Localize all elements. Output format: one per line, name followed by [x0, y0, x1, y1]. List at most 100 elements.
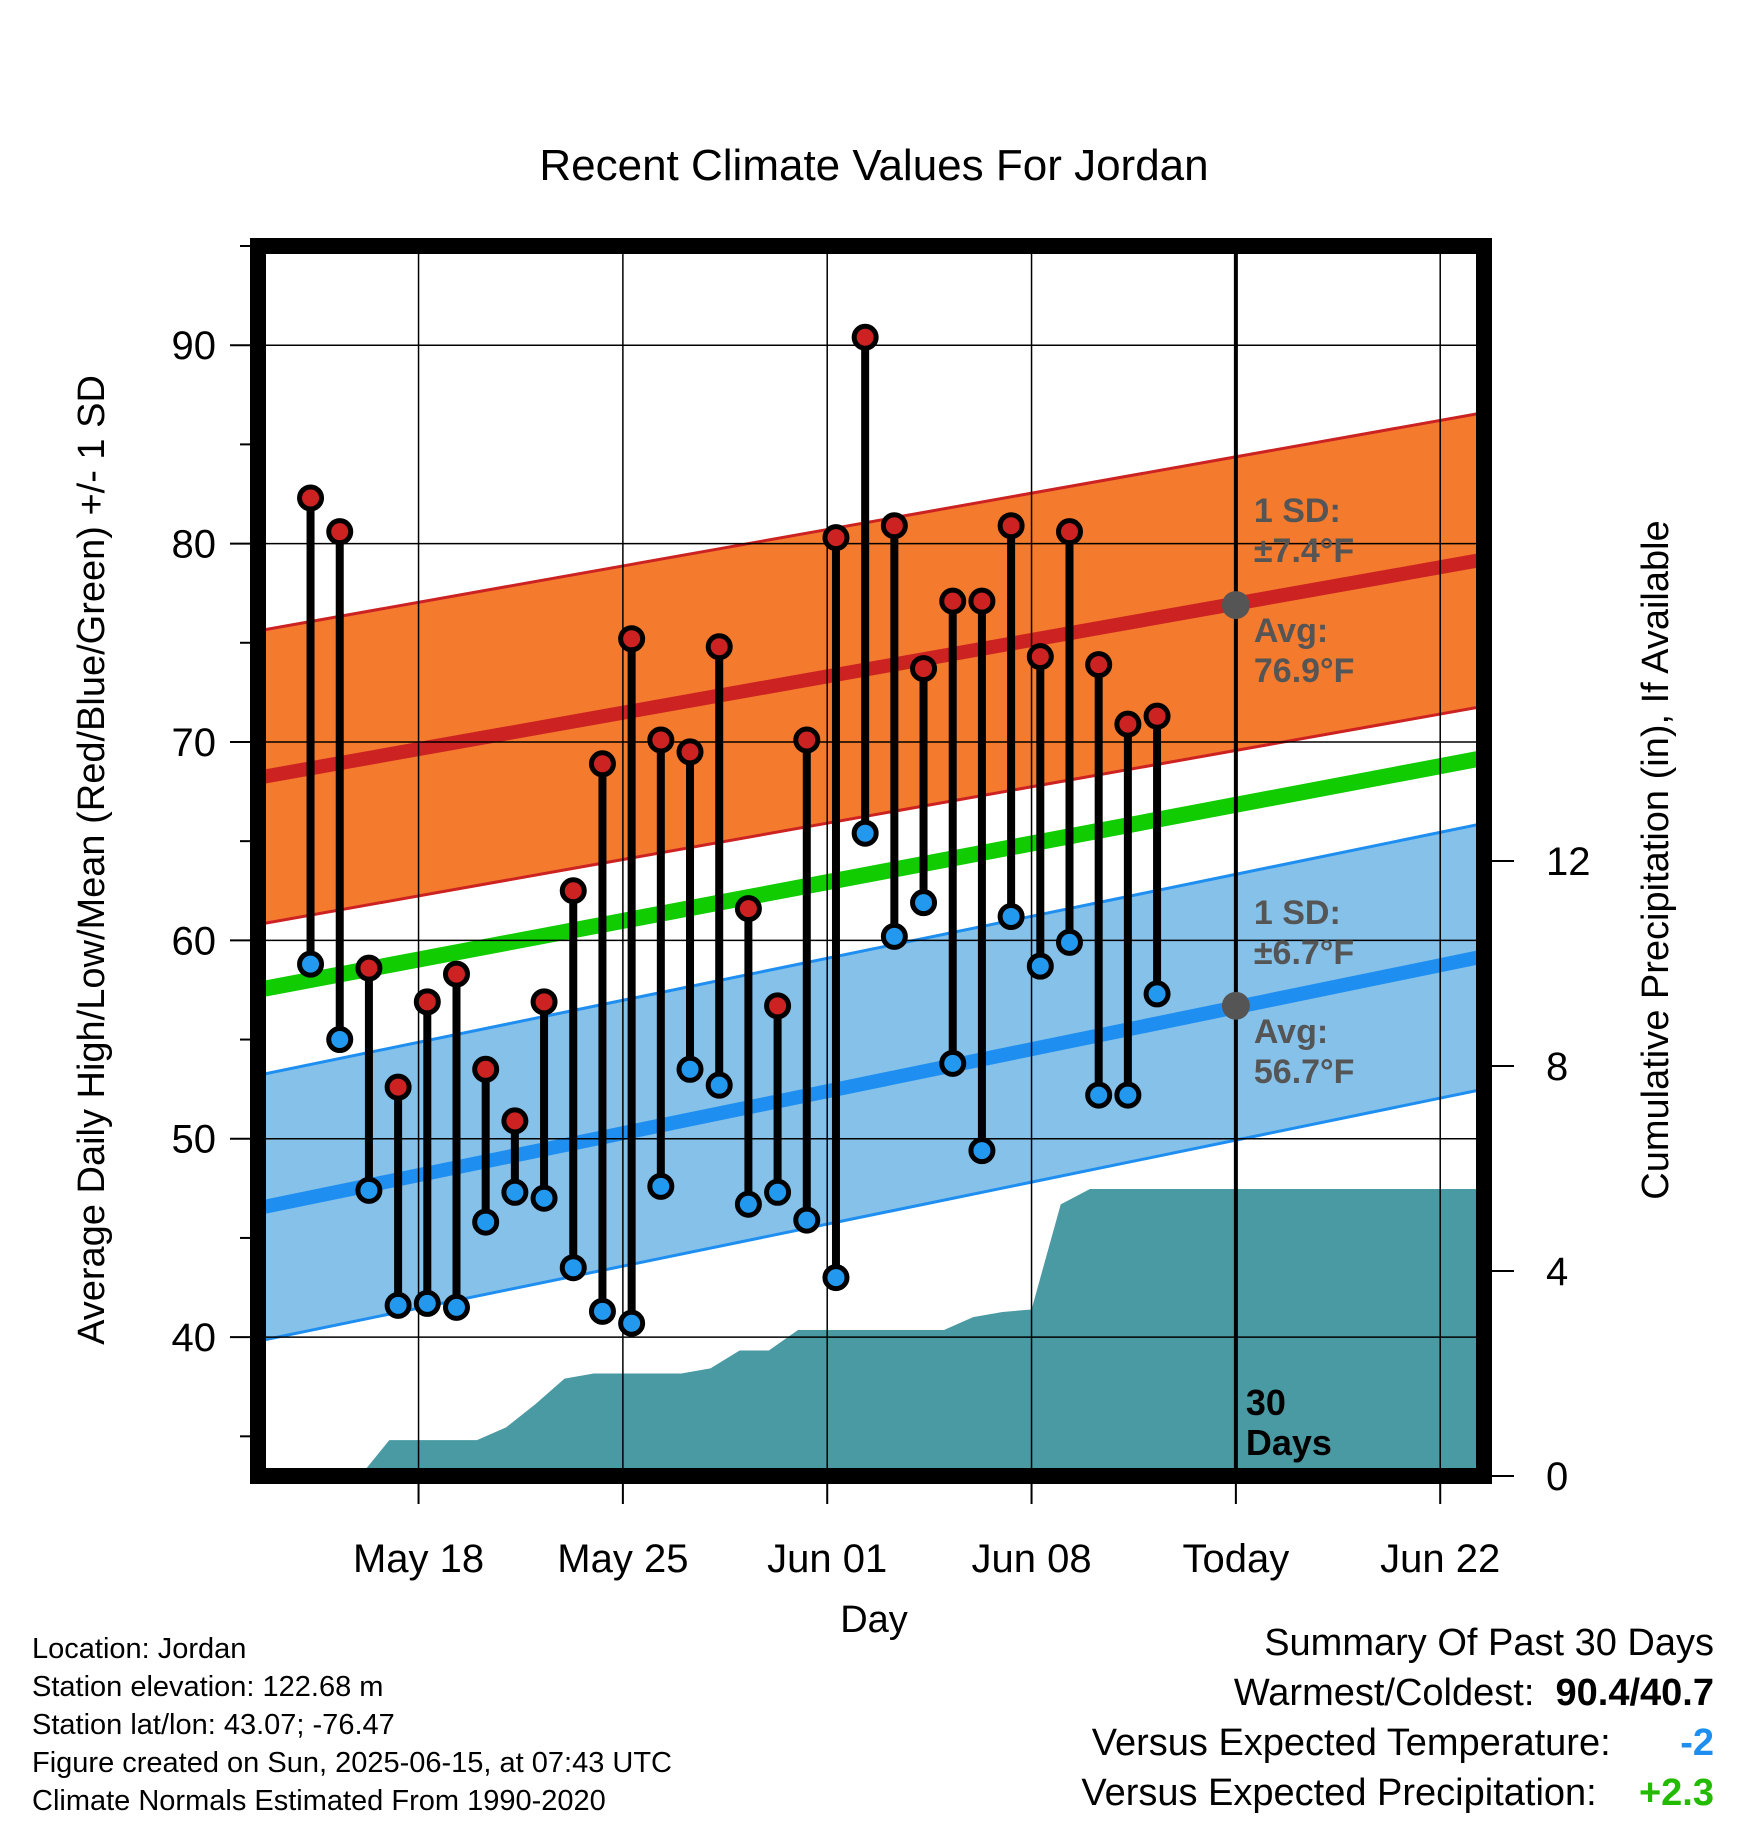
daily-high-point [676, 738, 704, 766]
x-tick-label: Jun 22 [1380, 1537, 1500, 1581]
low-band-upper-edge [258, 821, 1484, 1077]
daily-low-point [910, 889, 938, 917]
daily-low-point [851, 819, 879, 847]
daily-low-point [705, 1071, 733, 1099]
daily-low-point [997, 903, 1025, 931]
daily-high-point [472, 1055, 500, 1083]
daily-low-point [939, 1049, 967, 1077]
days-label: Days [1246, 1422, 1332, 1463]
daily-low-point [413, 1289, 441, 1317]
daily-low-point [1114, 1081, 1142, 1109]
daily-high-point [705, 633, 733, 661]
daily-low-point [1143, 980, 1171, 1008]
low-avg-label: Avg: [1254, 1013, 1328, 1051]
daily-low-point [530, 1184, 558, 1212]
normal-mean-line [258, 749, 1484, 998]
x-tick-label: Jun 01 [767, 1537, 887, 1581]
high-sd-value: ±7.4°F [1254, 532, 1354, 570]
x-tick-label: Jun 08 [971, 1537, 1091, 1581]
station-info: Location: Jordan Station elevation: 122.… [32, 1630, 672, 1820]
x-tick-label: May 25 [557, 1537, 688, 1581]
x-tick-label: May 18 [353, 1537, 484, 1581]
daily-low-point [880, 922, 908, 950]
y-tick-label: 70 [172, 721, 217, 765]
days-count: 30 [1246, 1382, 1286, 1423]
x-tick-label: Today [1183, 1537, 1290, 1581]
temp-value: -2 [1680, 1722, 1714, 1764]
daily-low-point [968, 1137, 996, 1165]
chart-title: Recent Climate Values For Jordan [539, 141, 1208, 190]
daily-low-point [588, 1297, 616, 1325]
daily-high-point [1026, 643, 1054, 671]
precip-value: +2.3 [1638, 1772, 1714, 1814]
warm-cold-value: 90.4/40.7 [1555, 1672, 1714, 1714]
daily-high-point [851, 323, 879, 351]
y-tick-label: 40 [172, 1316, 217, 1360]
daily-high-point [326, 518, 354, 546]
daily-high-point [442, 960, 470, 988]
daily-low-point [472, 1208, 500, 1236]
low-avg-dot [1221, 991, 1250, 1020]
y-tick-label: 90 [172, 324, 217, 368]
summary-title: Summary Of Past 30 Days [1264, 1622, 1714, 1664]
daily-high-point [588, 750, 616, 778]
y2-tick-label: 0 [1546, 1455, 1568, 1499]
y-axis-label: Average Daily High/Low/Mean (Red/Blue/Gr… [71, 375, 113, 1345]
daily-low-point [326, 1026, 354, 1054]
precip-label: Versus Expected Precipitation: [1081, 1772, 1597, 1814]
daily-low-point [822, 1264, 850, 1292]
daily-low-point [559, 1254, 587, 1282]
daily-low-point [1085, 1081, 1113, 1109]
daily-high-point [501, 1107, 529, 1135]
daily-low-point [501, 1178, 529, 1206]
daily-high-point [297, 484, 325, 512]
y2-tick-label: 4 [1546, 1250, 1568, 1294]
warm-cold-label: Warmest/Coldest: [1233, 1672, 1535, 1714]
y-tick-label: 50 [172, 1118, 217, 1162]
normal-low-line [258, 949, 1484, 1216]
daily-high-point [355, 954, 383, 982]
daily-low-point [442, 1293, 470, 1321]
high-sd-label: 1 SD: [1254, 492, 1341, 530]
daily-high-point [1085, 651, 1113, 679]
daily-high-point [939, 587, 967, 615]
daily-high-point [1055, 518, 1083, 546]
daily-high-point [1114, 710, 1142, 738]
high-band-upper-edge [258, 411, 1484, 633]
created-text: Figure created on Sun, 2025-06-15, at 07… [32, 1747, 672, 1779]
high-avg-label: Avg: [1254, 612, 1328, 650]
daily-low-point [297, 950, 325, 978]
daily-high-point [734, 895, 762, 923]
daily-high-point [1143, 702, 1171, 730]
low-sd-value: ±6.7°F [1254, 934, 1354, 972]
y-tick-label: 60 [172, 919, 217, 963]
daily-high-point [384, 1073, 412, 1101]
daily-low-point [384, 1291, 412, 1319]
warm-cold-row: Warmest/Coldest: 90.4/40.7 [1081, 1668, 1714, 1718]
x-axis-label: Day [840, 1599, 908, 1641]
daily-high-point [559, 877, 587, 905]
daily-low-point [1055, 928, 1083, 956]
daily-low-point [734, 1190, 762, 1218]
low-avg-value: 56.7°F [1254, 1053, 1355, 1091]
y2-tick-label: 8 [1546, 1045, 1568, 1089]
daily-low-point [764, 1178, 792, 1206]
y-tick-label: 80 [172, 523, 217, 567]
plot-frame [250, 238, 1492, 1484]
summary-panel: Summary Of Past 30 Days Warmest/Coldest:… [1081, 1618, 1714, 1818]
low-sd-label: 1 SD: [1254, 894, 1341, 932]
daily-high-point [910, 655, 938, 683]
daily-high-point [413, 988, 441, 1016]
daily-low-point [676, 1055, 704, 1083]
y2-tick-label: 12 [1546, 840, 1591, 884]
plot-area [258, 246, 1484, 1476]
daily-high-point [997, 512, 1025, 540]
location-text: Location: Jordan [32, 1633, 247, 1665]
high-avg-value: 76.9°F [1254, 652, 1355, 690]
daily-low-point [618, 1309, 646, 1337]
daily-high-point [618, 625, 646, 653]
daily-high-point [822, 524, 850, 552]
precipitation-area [345, 1189, 1484, 1476]
daily-low-point [793, 1206, 821, 1234]
